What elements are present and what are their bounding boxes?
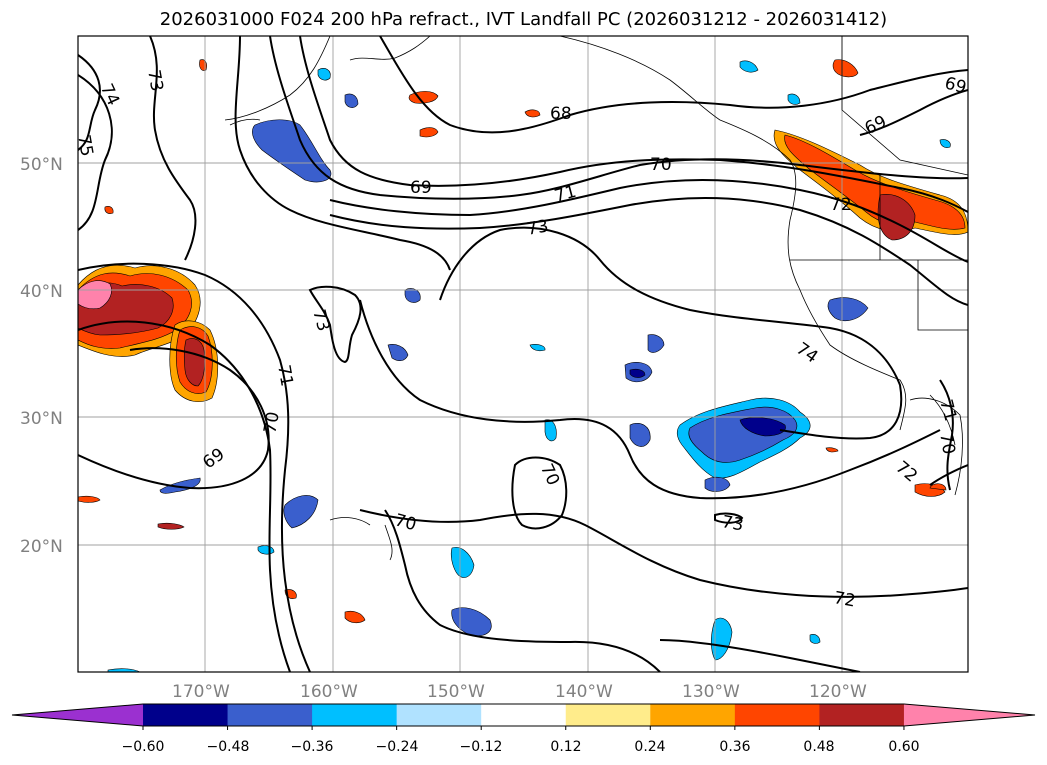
colorbar-tick-label: −0.36 bbox=[291, 739, 334, 755]
lat-label: 50°N bbox=[20, 155, 63, 175]
contour-label: 72 bbox=[830, 195, 852, 215]
lon-label: 140°W bbox=[555, 682, 613, 702]
colorbar-segment bbox=[734, 704, 820, 726]
colorbar bbox=[11, 703, 1036, 730]
colorbar-tick-label: −0.60 bbox=[122, 739, 165, 755]
lon-label: 120°W bbox=[809, 682, 867, 702]
colorbar-tick-label: 0.48 bbox=[803, 739, 834, 755]
colorbar-segment bbox=[143, 704, 229, 726]
colorbar-segment bbox=[396, 704, 482, 726]
contour-label: 68 bbox=[550, 104, 572, 124]
colorbar-tick-label: −0.24 bbox=[376, 739, 419, 755]
colorbar-segment bbox=[227, 704, 313, 726]
map-border bbox=[77, 35, 969, 673]
coastlines bbox=[224, 36, 968, 561]
colorbar-tick-label: 0.60 bbox=[888, 739, 919, 755]
colorbar-tick-label: 0.24 bbox=[634, 739, 665, 755]
graticule bbox=[78, 36, 968, 672]
colorbar-tick-label: −0.48 bbox=[207, 739, 250, 755]
colorbar-segment bbox=[819, 704, 905, 726]
contour-label: 71 bbox=[273, 363, 296, 388]
colorbar-tick-label: 0.36 bbox=[719, 739, 750, 755]
longitude-labels: 170°W 160°W 150°W 140°W 130°W 120°W bbox=[172, 682, 867, 702]
contour-label: 73 bbox=[720, 512, 745, 535]
lon-label: 150°W bbox=[427, 682, 485, 702]
colorbar-tick-labels: −0.60 −0.48 −0.36 −0.24 −0.12 0.12 0.24 … bbox=[122, 739, 920, 755]
contour-lines bbox=[78, 36, 968, 672]
colorbar-extend-high bbox=[903, 704, 1035, 726]
colorbar-segment bbox=[565, 704, 651, 726]
lat-label: 20°N bbox=[20, 537, 63, 557]
contour-label: 70 bbox=[935, 431, 958, 456]
latitude-labels: 50°N 40°N 30°N 20°N bbox=[20, 155, 63, 557]
contour-label: 73 bbox=[525, 216, 550, 239]
map-title: 2026031000 F024 200 hPa refract., IVT La… bbox=[159, 9, 888, 30]
lon-label: 160°W bbox=[300, 682, 358, 702]
contour-label: 72 bbox=[832, 588, 857, 611]
contour-label: 70 bbox=[650, 155, 672, 175]
colorbar-tick-label: −0.12 bbox=[460, 739, 503, 755]
lon-label: 130°W bbox=[682, 682, 740, 702]
lon-label: 170°W bbox=[172, 682, 230, 702]
colorbar-segment bbox=[481, 704, 567, 726]
contour-label: 70 bbox=[260, 410, 283, 435]
lat-label: 40°N bbox=[20, 282, 63, 302]
colorbar-segment bbox=[650, 704, 736, 726]
colorbar-extend-low bbox=[12, 704, 143, 726]
lat-label: 30°N bbox=[20, 409, 63, 429]
contour-label: 73 bbox=[143, 68, 166, 93]
colorbar-tick-label: 0.12 bbox=[550, 739, 581, 755]
map-plot-area: 73 74 75 68 69 70 71 72 73 69 69 73 71 7… bbox=[73, 36, 968, 672]
contour-label: 69 bbox=[410, 178, 432, 198]
contour-label: 75 bbox=[73, 133, 96, 158]
colorbar-segment bbox=[312, 704, 398, 726]
